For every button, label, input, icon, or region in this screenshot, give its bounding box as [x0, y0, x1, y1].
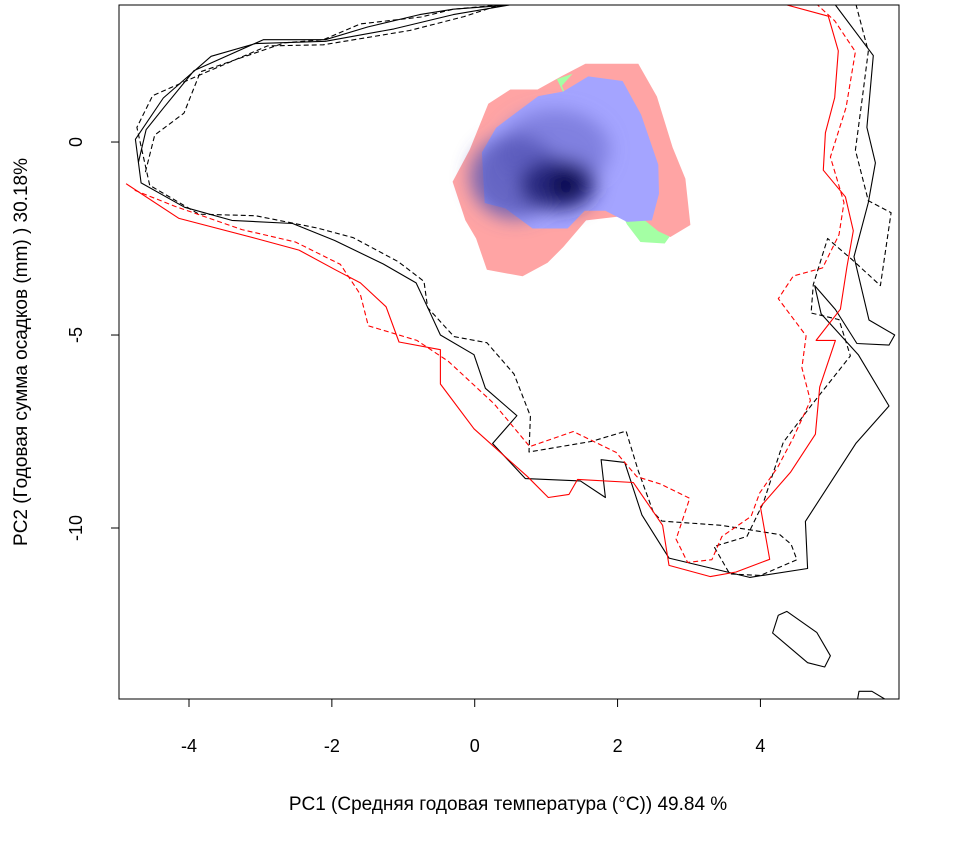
- y-tick-label: -10: [66, 515, 86, 541]
- x-tick-label: 2: [613, 736, 623, 756]
- x-tick-label: -2: [324, 736, 340, 756]
- y-axis: 0 -5 -10: [66, 137, 120, 541]
- native-envelope-dashed-1: [136, 5, 892, 577]
- x-tick-label: 4: [755, 736, 765, 756]
- x-tick-label: 0: [470, 736, 480, 756]
- stable-density-shading: [470, 109, 610, 219]
- density-core: [549, 171, 582, 198]
- native-envelope-solid-4: [772, 610, 831, 668]
- x-axis-title: PC1 (Средняя годовая температура (°C)) 4…: [289, 794, 727, 815]
- native-envelope-solid-5: [857, 690, 885, 699]
- x-axis: -4 -2 0 2 4: [181, 698, 765, 756]
- native-envelope-solid-0: [134, 5, 896, 578]
- invaded-envelope-dashed-3: [134, 5, 856, 563]
- y-tick-label: 0: [66, 137, 86, 147]
- y-axis-title: PC2 (Годовая сумма осадков (mm) ) 30.18%: [11, 158, 32, 546]
- invaded-envelope-solid-2: [125, 5, 854, 578]
- x-tick-label: -4: [181, 736, 197, 756]
- y-tick-label: -5: [66, 327, 86, 343]
- plot-area: [125, 5, 896, 699]
